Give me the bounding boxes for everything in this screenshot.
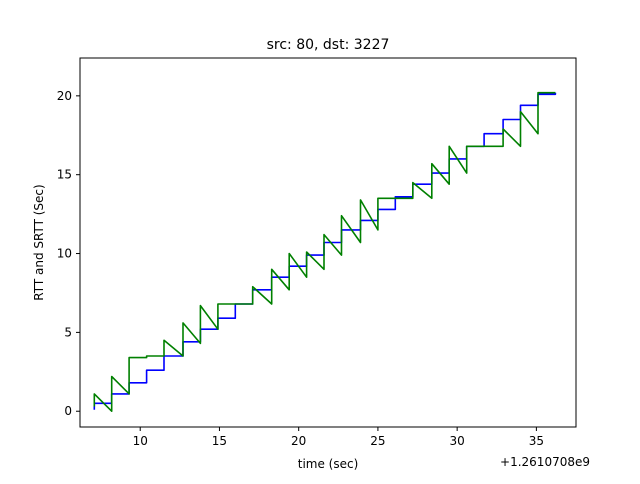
series-line-1 [93, 91, 556, 413]
x-tick-label: 20 [291, 434, 306, 448]
y-tick-label: 10 [57, 247, 72, 261]
chart-title: src: 80, dst: 3227 [267, 37, 390, 53]
x-axis-label: time (sec) [298, 457, 359, 471]
x-tick-label: 10 [133, 434, 148, 448]
ticks-layer: 10 15 20 25 30 35 0 5 10 15 20 [57, 89, 544, 448]
y-tick-label: 5 [64, 325, 72, 339]
x-tick-label: 30 [450, 434, 465, 448]
y-tick-label: 15 [57, 168, 72, 182]
y-tick-label: 20 [57, 89, 72, 103]
x-tick-label: 35 [529, 434, 544, 448]
x-axis-offset-label: +1.2610708e9 [500, 455, 590, 469]
axes-frame [79, 57, 577, 428]
y-axis-label: RTT and SRTT (Sec) [32, 184, 46, 300]
series-layer [93, 91, 557, 413]
x-tick-label: 15 [212, 434, 227, 448]
y-tick-label: 0 [64, 404, 72, 418]
x-tick-label: 25 [370, 434, 385, 448]
